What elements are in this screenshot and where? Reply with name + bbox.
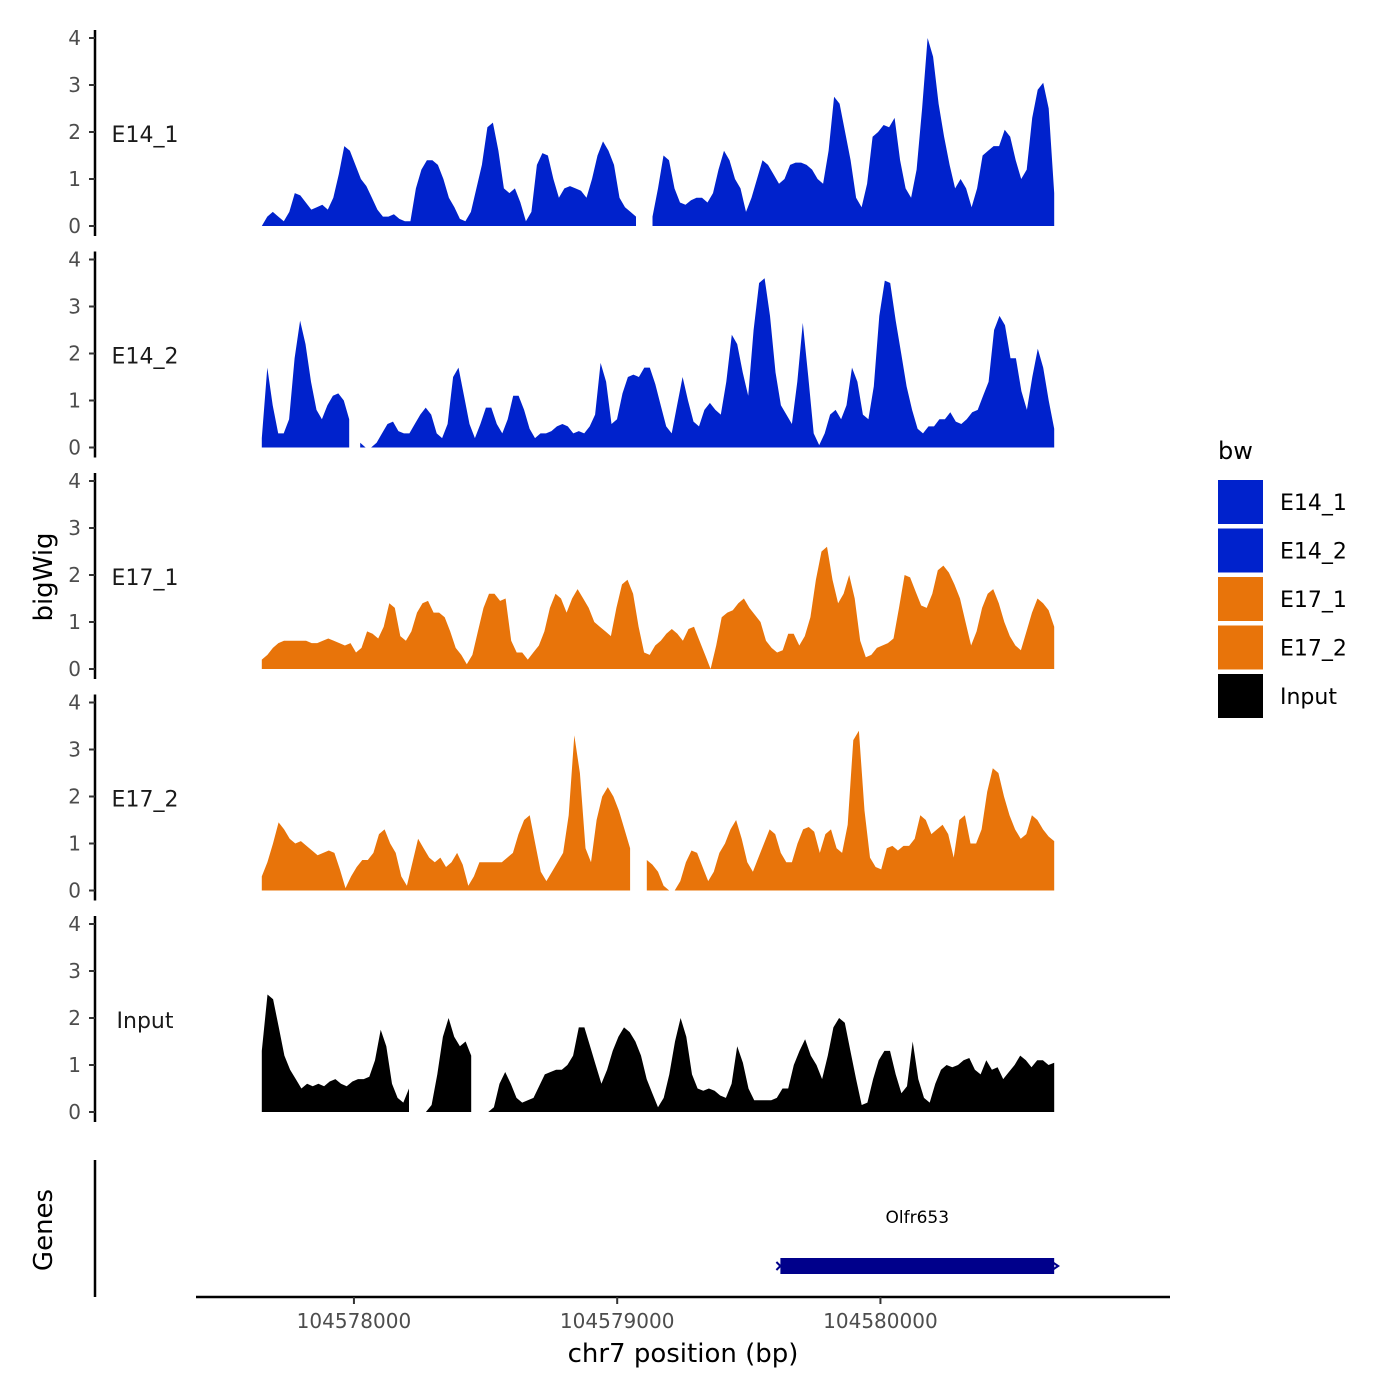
- legend-label: E14_2: [1280, 540, 1347, 565]
- track-panels: 0 1 2 3 4 E14_1 0 1 2 3 4 E14_2 0 1 2 3 4 E17_1 0 1 2 3 4 E17_2…: [68, 26, 1055, 1124]
- track-label: E17_1: [112, 566, 179, 591]
- y-tick-label: 0: [68, 879, 81, 903]
- track-label: Input: [117, 1009, 174, 1034]
- coverage-area: [261, 546, 1055, 669]
- coverage-area: [420, 1018, 472, 1112]
- track-panel-input: 0 1 2 3 4 Input: [68, 912, 1055, 1124]
- y-tick-label: 2: [68, 563, 81, 587]
- coverage-area: [646, 730, 1055, 891]
- legend-swatch: [1218, 577, 1263, 621]
- legend-label: E17_2: [1280, 637, 1347, 662]
- coverage-area: [261, 735, 631, 891]
- y-tick-label: 3: [68, 295, 81, 319]
- track-panel-e17-1: 0 1 2 3 4 E17_1: [68, 469, 1055, 681]
- y-axis-title: bigWig: [29, 532, 59, 621]
- y-tick-label: 3: [68, 959, 81, 983]
- y-tick-label: 0: [68, 436, 81, 460]
- legend-label: E17_1: [1280, 588, 1347, 613]
- track-label: E17_2: [112, 788, 179, 813]
- legend-item: Input: [1218, 674, 1337, 718]
- track-panel-e14-1: 0 1 2 3 4 E14_1: [68, 26, 1055, 238]
- x-tick-label: 104579000: [560, 1309, 675, 1333]
- legend-swatch: [1218, 480, 1263, 524]
- y-tick-label: 4: [68, 248, 81, 272]
- x-tick-label: 104580000: [823, 1309, 938, 1333]
- track-panel-e14-2: 0 1 2 3 4 E14_2: [68, 248, 1055, 460]
- track-label: E14_1: [112, 123, 179, 148]
- legend-item: E14_1: [1218, 480, 1347, 524]
- legend-label: E14_1: [1280, 491, 1347, 516]
- y-tick-label: 1: [68, 832, 81, 856]
- legend-title: bw: [1218, 437, 1253, 465]
- y-tick-label: 0: [68, 657, 81, 681]
- legend-swatch: [1218, 625, 1263, 670]
- coverage-area: [360, 278, 1055, 448]
- coverage-area: [261, 122, 636, 226]
- gene-panel: Olfr653: [93, 1160, 1060, 1297]
- coverage-area: [488, 1018, 1055, 1112]
- legend-item: E17_1: [1218, 577, 1347, 621]
- gene-exon: [780, 1258, 1055, 1274]
- y-tick-label: 3: [68, 738, 81, 762]
- y-tick-label: 4: [68, 469, 81, 493]
- gene-strand-marker: [775, 1261, 786, 1271]
- y-tick-label: 0: [68, 1100, 81, 1124]
- coverage-area: [261, 994, 409, 1112]
- legend: bw E14_1 E14_2 E17_1 E17_2 Input: [1218, 437, 1347, 718]
- y-tick-label: 2: [68, 120, 81, 144]
- gene-label: Olfr653: [886, 1208, 950, 1228]
- y-tick-label: 1: [68, 610, 81, 634]
- legend-swatch: [1218, 528, 1263, 573]
- legend-label: Input: [1280, 685, 1337, 710]
- gene-strand-marker: [1051, 1261, 1060, 1271]
- x-axis: 104578000 104579000 104580000: [196, 1295, 1170, 1333]
- x-tick-label: 104578000: [297, 1309, 412, 1333]
- coverage-area: [652, 38, 1055, 226]
- y-tick-label: 2: [68, 785, 81, 809]
- x-axis-title: chr7 position (bp): [568, 1339, 799, 1369]
- legend-swatch: [1218, 674, 1263, 718]
- coverage-area: [261, 320, 350, 448]
- y-tick-label: 4: [68, 912, 81, 936]
- track-label: E14_2: [112, 345, 179, 370]
- y-tick-label: 4: [68, 26, 81, 50]
- genes-panel-title: Genes: [29, 1189, 59, 1271]
- y-tick-label: 3: [68, 516, 81, 540]
- y-tick-label: 2: [68, 342, 81, 366]
- y-tick-label: 4: [68, 691, 81, 715]
- track-panel-e17-2: 0 1 2 3 4 E17_2: [68, 691, 1055, 903]
- y-tick-label: 1: [68, 389, 81, 413]
- y-tick-label: 0: [68, 214, 81, 238]
- legend-item: E14_2: [1218, 528, 1347, 573]
- legend-item: E17_2: [1218, 625, 1347, 670]
- y-tick-label: 1: [68, 167, 81, 191]
- y-tick-label: 3: [68, 73, 81, 97]
- y-tick-label: 1: [68, 1053, 81, 1077]
- y-tick-label: 2: [68, 1006, 81, 1030]
